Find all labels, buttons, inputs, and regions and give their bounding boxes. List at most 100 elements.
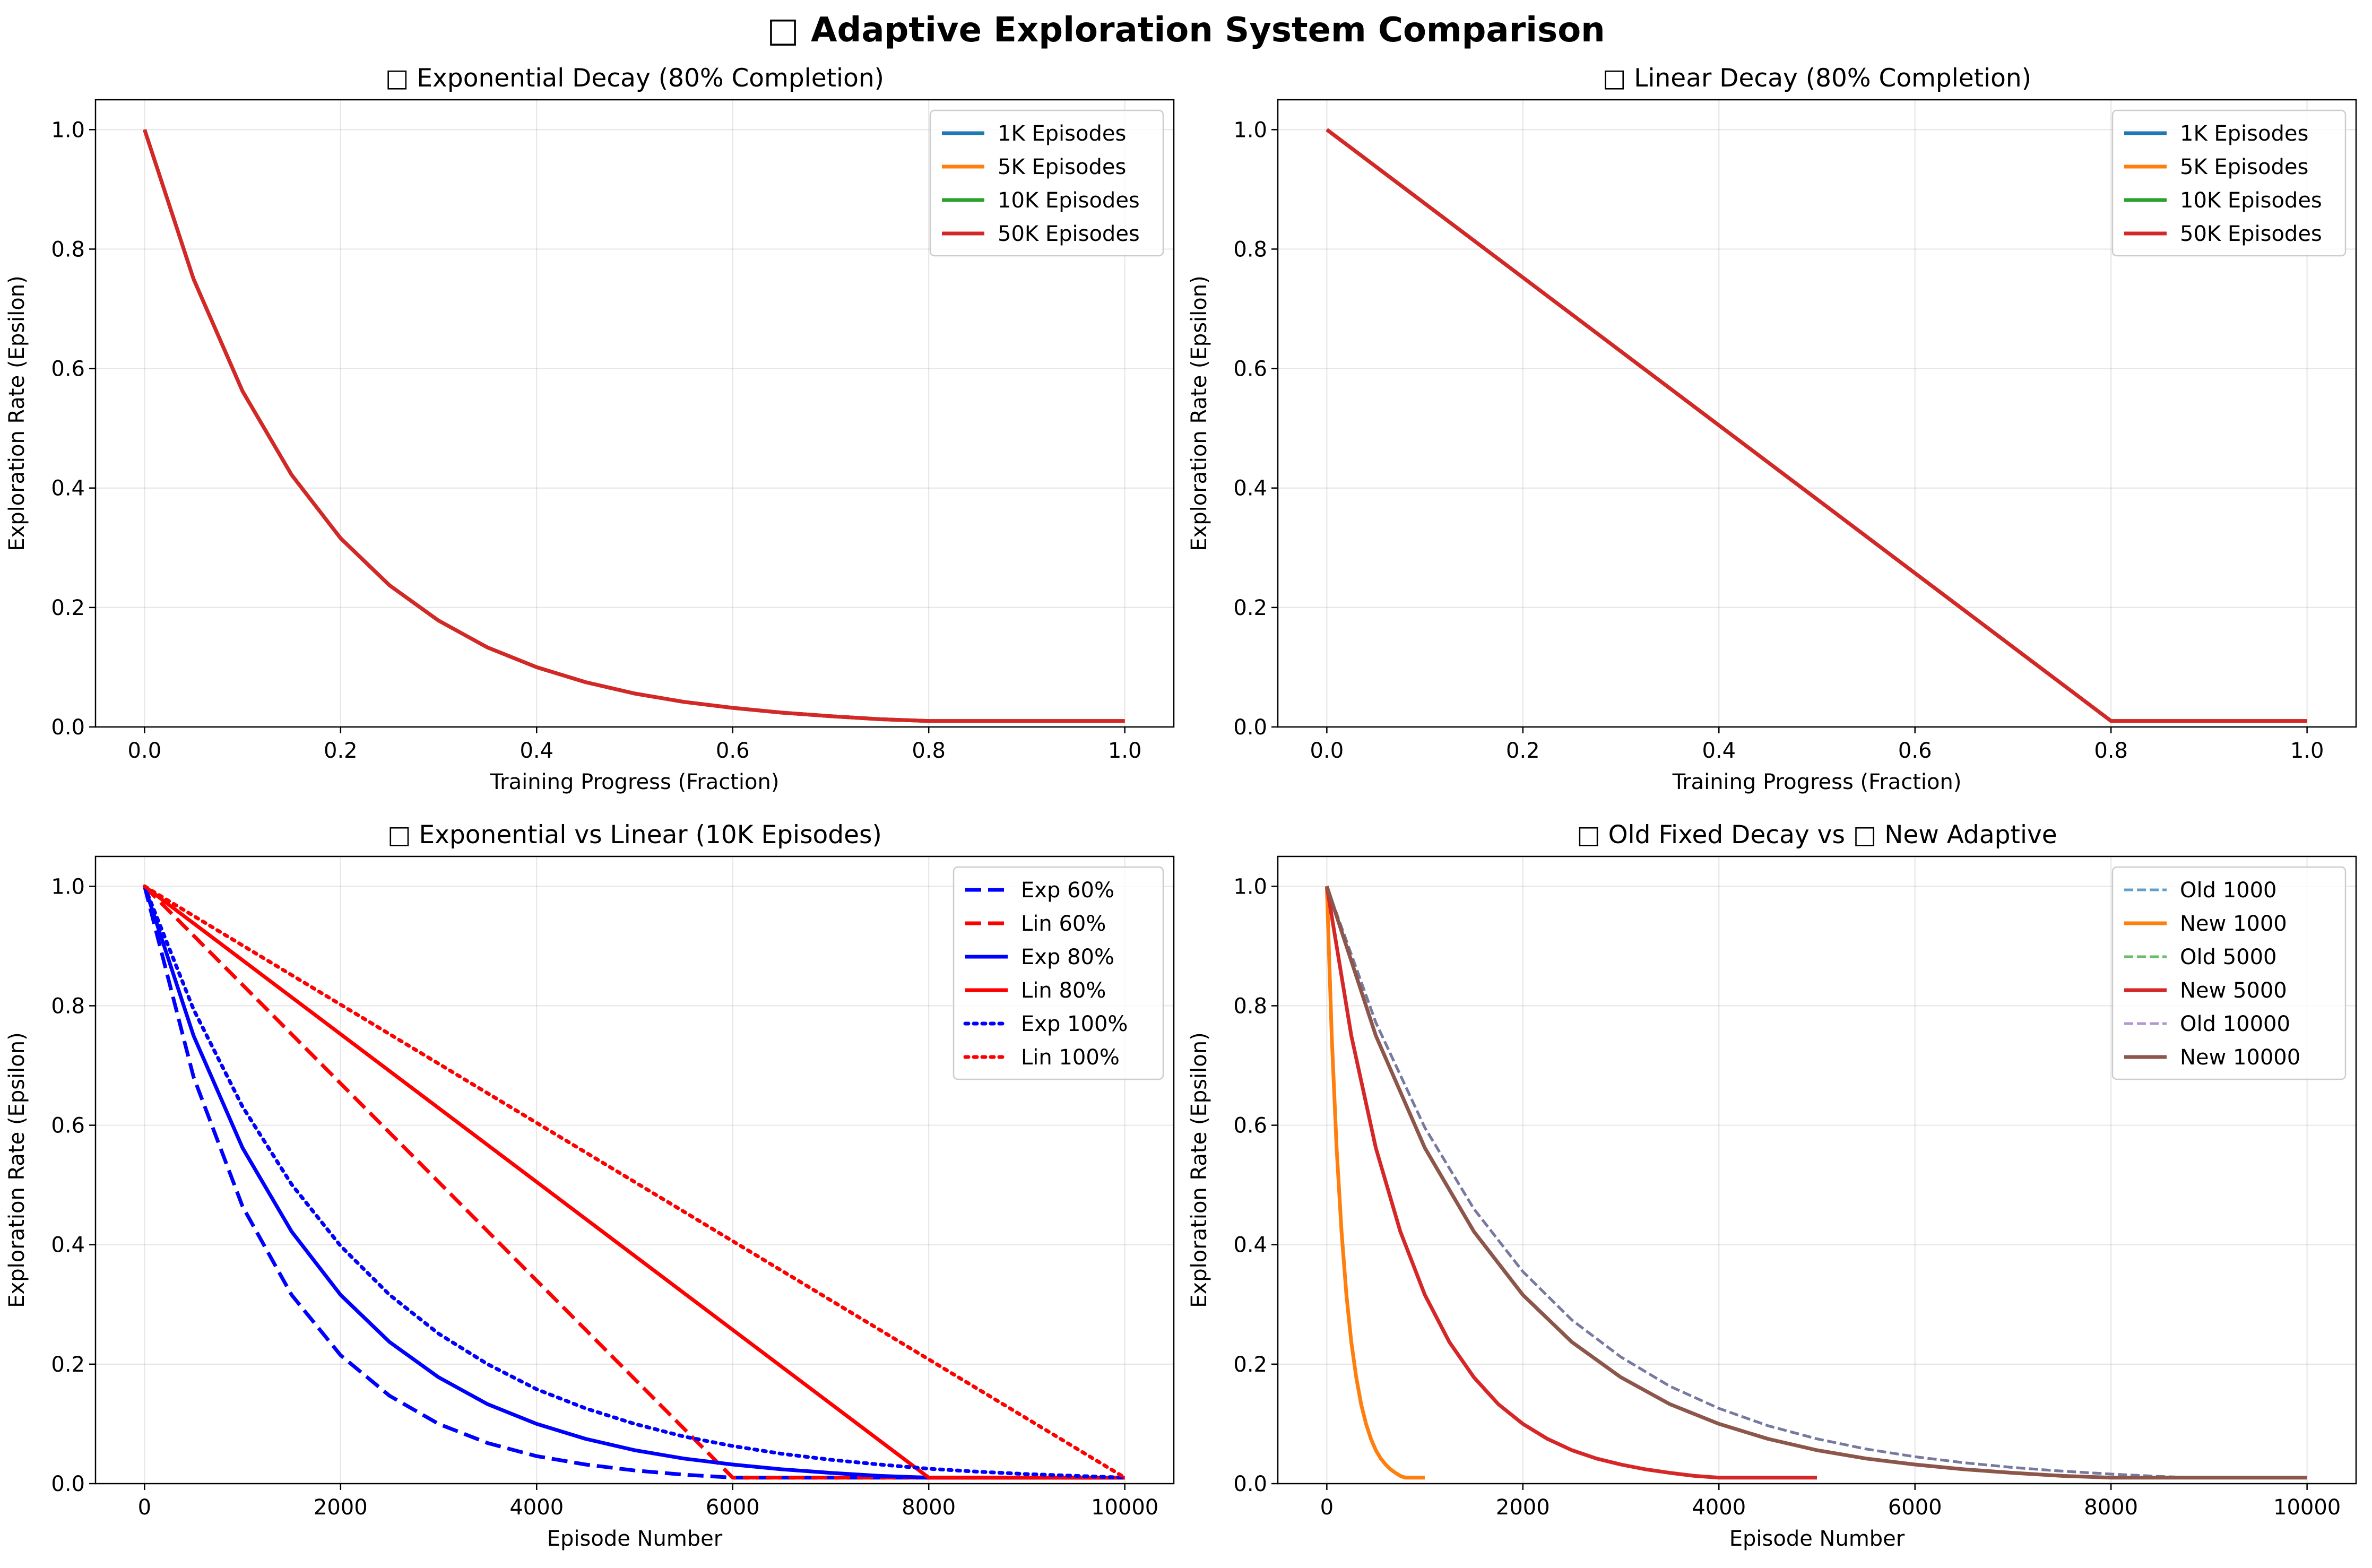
y-axis-label: Exploration Rate (Epsilon): [5, 1032, 29, 1307]
legend-label-10k-episodes: 10K Episodes: [998, 188, 1140, 213]
legend-label-old-5000: Old 5000: [2180, 945, 2277, 969]
x-tick-label: 0: [1320, 1495, 1334, 1520]
y-tick-label: 0.6: [1233, 1114, 1267, 1138]
legend: Old 1000 New 1000 Old 5000 New 5000 Old 1000…: [2111, 866, 2347, 1080]
y-tick-label: 0.2: [51, 596, 85, 620]
axes-frame: [94, 855, 1175, 1485]
legend-label-exp-80: Exp 80%: [1021, 945, 1114, 969]
ticks: 0.0 0.2 0.4 0.6 0.8 1.0 0.0 0.2 0.4 0.6 0.8 1.0: [1233, 118, 2324, 763]
legend-label-5k-episodes: 5K Episodes: [998, 155, 1126, 179]
legend-box: [953, 866, 1164, 1080]
y-tick-label: 0.6: [51, 1114, 85, 1138]
x-tick-label: 8000: [2084, 1495, 2138, 1520]
series-line-50k-episodes: [143, 129, 1125, 723]
series-line-lin-80: [143, 885, 1125, 1480]
x-tick-label: 6000: [1888, 1495, 1942, 1520]
legend-label-old-10000: Old 10000: [2180, 1012, 2290, 1036]
series-line-new-5000: [1324, 886, 1817, 1480]
axes-frame: [1277, 855, 2357, 1485]
y-tick-label: 0.4: [1233, 1233, 1267, 1258]
y-tick-label: 1.0: [51, 874, 85, 899]
y-tick-label: 0.0: [1233, 715, 1267, 740]
ticks: 0 2000 4000 6000 8000 10000 0.0 0.2 0.4 0.6 0.8 1.0: [1233, 874, 2341, 1520]
x-tick-label: 4000: [509, 1495, 564, 1520]
y-axis-label: Exploration Rate (Epsilon): [1187, 275, 1211, 551]
x-tick-label: 0.4: [1702, 739, 1736, 763]
x-axis-label: Training Progress (Fraction): [490, 770, 780, 794]
y-axis-label: Exploration Rate (Epsilon): [1187, 1032, 1211, 1307]
x-tick-label: 2000: [314, 1495, 368, 1520]
series-lines: [1326, 128, 2307, 723]
legend-label-new-5000: New 5000: [2180, 978, 2287, 1003]
legend-label-lin-100: Lin 100%: [1021, 1045, 1120, 1070]
x-axis-label: Episode Number: [547, 1527, 723, 1551]
x-tick-label: 0.0: [128, 739, 162, 763]
y-tick-label: 1.0: [1233, 118, 1267, 142]
x-tick-label: 0.8: [912, 739, 946, 763]
panels: 0.0 0.2 0.4 0.6 0.8 1.0 0.0 0.2 0.4 0.6 0.8 1.0 □ Ex…: [5, 64, 2357, 1551]
figure-title: □ Adaptive Exploration System Comparison: [767, 11, 1605, 50]
legend-label-new-10000: New 10000: [2180, 1045, 2300, 1070]
ticks: 0.0 0.2 0.4 0.6 0.8 1.0 0.0 0.2 0.4 0.6 0.8 1.0: [51, 118, 1141, 763]
x-tick-label: 0.8: [2094, 739, 2128, 763]
chart-panel-2: 0.0 0.2 0.4 0.6 0.8 1.0 0.0 0.2 0.4 0.6 0.8 1.0 □ Li…: [1187, 64, 2357, 794]
series-line-exp-60: [143, 886, 1125, 1480]
chart-panel-3: 0 2000 4000 6000 8000 10000 0.0 0.2 0.4 0.6 0.8 1.0…: [5, 820, 1175, 1551]
legend-label-exp-100: Exp 100%: [1021, 1012, 1128, 1036]
legend-box: [2111, 866, 2347, 1080]
x-tick-label: 2000: [1496, 1495, 1550, 1520]
y-tick-label: 0.6: [51, 357, 85, 382]
chart-title: □ Linear Decay (80% Completion): [1603, 64, 2031, 93]
y-tick-label: 0.4: [51, 477, 85, 501]
y-tick-label: 0.8: [51, 994, 85, 1018]
legend-label-exp-60: Exp 60%: [1021, 878, 1114, 903]
series-line-lin-100: [142, 884, 1127, 1480]
chart-title: □ Exponential Decay (80% Completion): [385, 64, 884, 93]
chart-panel-4: 0 2000 4000 6000 8000 10000 0.0 0.2 0.4 0.6 0.8 1.0…: [1187, 820, 2357, 1551]
legend: 1K Episodes 5K Episodes 10K Episodes 50K Ep…: [2111, 109, 2347, 257]
x-tick-label: 1.0: [2290, 739, 2324, 763]
legend-box: [2111, 109, 2347, 257]
series-line-exp-100: [142, 884, 1127, 1480]
x-axis-label: Training Progress (Fraction): [1672, 770, 1962, 794]
legend-label-1k-episodes: 1K Episodes: [998, 122, 1126, 146]
series-line-new-10000: [1325, 886, 2307, 1480]
series-lines: [143, 129, 1125, 723]
series-line-old-10000: [1326, 886, 2307, 1479]
legend-label-old-1000: Old 1000: [2180, 878, 2277, 903]
x-axis-label: Episode Number: [1729, 1527, 1905, 1551]
axes-frame: [1277, 99, 2357, 728]
y-tick-label: 0.8: [1233, 237, 1267, 262]
x-tick-label: 4000: [1692, 1495, 1746, 1520]
series-line-50k-episodes: [1326, 128, 2307, 723]
axes-frame: [94, 99, 1175, 728]
legend: Exp 60% Lin 60% Exp 80% Lin 80% Exp 100% Lin …: [953, 866, 1164, 1080]
legend: 1K Episodes 5K Episodes 10K Episodes 50K Ep…: [929, 109, 1164, 257]
x-tick-label: 0.4: [520, 739, 553, 763]
ticks: 0 2000 4000 6000 8000 10000 0.0 0.2 0.4 0.6 0.8 1.0: [51, 874, 1158, 1520]
y-tick-label: 0.4: [1233, 477, 1267, 501]
y-axis-label: Exploration Rate (Epsilon): [5, 275, 29, 551]
y-tick-label: 1.0: [1233, 874, 1267, 899]
y-tick-label: 0.8: [1233, 994, 1267, 1018]
y-tick-label: 0.6: [1233, 357, 1267, 382]
y-tick-label: 0.8: [51, 237, 85, 262]
chart-title: □ Old Fixed Decay vs □ New Adaptive: [1577, 820, 2057, 850]
legend-label-1k-episodes: 1K Episodes: [2180, 122, 2308, 146]
y-tick-label: 0.0: [51, 1472, 85, 1496]
series-line-new-1000: [1324, 886, 1425, 1480]
x-tick-label: 0.2: [324, 739, 358, 763]
legend-box: [929, 109, 1164, 257]
series-lines: [142, 884, 1127, 1480]
legend-label-lin-80: Lin 80%: [1021, 978, 1106, 1003]
x-tick-label: 10000: [1091, 1495, 1158, 1520]
x-tick-label: 1.0: [1108, 739, 1142, 763]
x-tick-label: 0.6: [716, 739, 750, 763]
y-tick-label: 0.2: [51, 1353, 85, 1377]
x-tick-label: 8000: [902, 1495, 956, 1520]
legend-label-lin-60: Lin 60%: [1021, 912, 1106, 936]
legend-label-50k-episodes: 50K Episodes: [998, 222, 1140, 246]
x-tick-label: 10000: [2273, 1495, 2341, 1520]
chart-title: □ Exponential vs Linear (10K Episodes): [387, 820, 882, 850]
y-tick-label: 0.2: [1233, 1353, 1267, 1377]
